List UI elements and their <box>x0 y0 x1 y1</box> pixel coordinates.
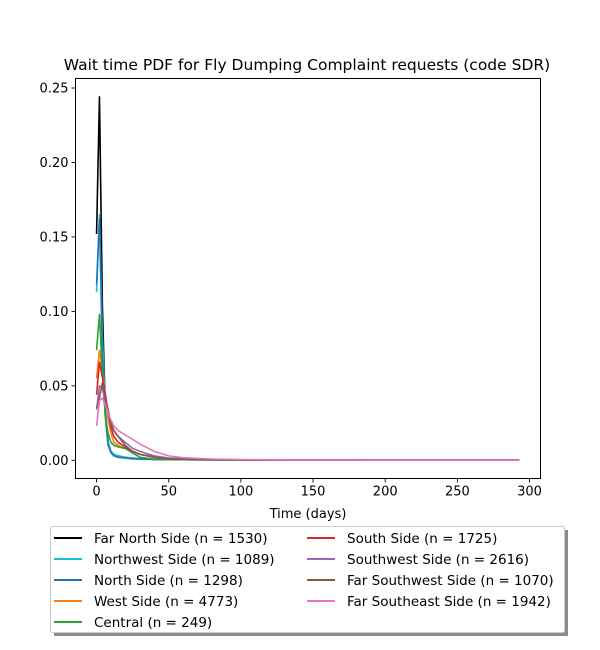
y-axis-ticks: 0.00 0.05 0.10 0.15 0.20 0.25 <box>40 82 76 469</box>
legend-label: Far Southwest Side (n = 1070) <box>347 573 554 589</box>
y-tick-label: 0.00 <box>40 454 69 469</box>
x-axis-ticks: 0 50 100 150 200 250 300 <box>92 478 542 500</box>
legend-label: Central (n = 249) <box>94 615 212 631</box>
y-tick-label: 0.20 <box>40 156 69 171</box>
x-tick-label: 50 <box>160 485 177 500</box>
x-tick-label: 150 <box>301 485 326 500</box>
plot-frame <box>75 78 541 479</box>
legend-entries: Far North Side (n = 1530) Northwest Side … <box>54 531 554 631</box>
x-axis-label: Time (days) <box>269 507 347 522</box>
legend-label: South Side (n = 1725) <box>347 531 497 547</box>
y-tick-label: 0.15 <box>40 230 69 245</box>
series-line-4 <box>95 313 520 461</box>
x-tick-label: 0 <box>92 485 100 500</box>
series-line-3 <box>95 349 520 461</box>
legend-label: Northwest Side (n = 1089) <box>94 552 275 568</box>
y-tick-label: 0.25 <box>40 82 69 97</box>
chart-title: Wait time PDF for Fly Dumping Complaint … <box>64 56 550 74</box>
series-line-7 <box>95 382 520 461</box>
series-line-0 <box>95 96 520 461</box>
legend-label: Far Southeast Side (n = 1942) <box>347 594 551 610</box>
plot-lines <box>95 96 520 461</box>
series-line-6 <box>95 385 520 461</box>
x-tick-label: 200 <box>373 485 398 500</box>
y-tick-label: 0.05 <box>40 379 69 394</box>
legend-label: West Side (n = 4773) <box>94 594 238 610</box>
x-tick-label: 300 <box>517 485 542 500</box>
legend: Far North Side (n = 1530) Northwest Side … <box>50 526 568 636</box>
legend-label: Far North Side (n = 1530) <box>94 531 268 547</box>
legend-label: Southwest Side (n = 2616) <box>347 552 529 568</box>
x-tick-label: 100 <box>228 485 253 500</box>
legend-label: North Side (n = 1298) <box>94 573 243 589</box>
series-line-5 <box>95 361 520 461</box>
x-tick-label: 250 <box>445 485 470 500</box>
y-tick-label: 0.10 <box>40 305 69 320</box>
series-line-8 <box>95 396 520 461</box>
series-line-1 <box>95 213 520 461</box>
series-line-2 <box>95 218 520 461</box>
